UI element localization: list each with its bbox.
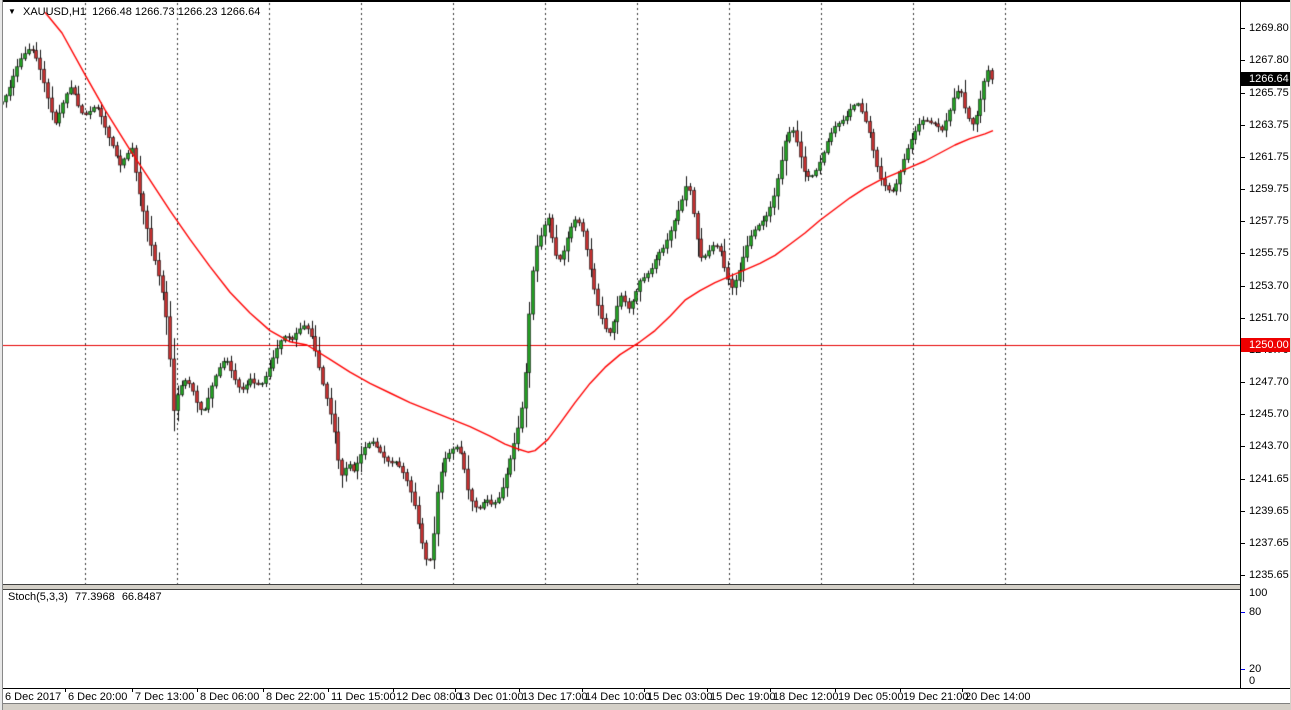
- quote-high: 1266.73: [134, 6, 175, 18]
- time-axis-tick: [962, 689, 963, 692]
- price-axis-label: 1263.75: [1249, 119, 1289, 131]
- indicator-d-value: 66.8487: [121, 591, 162, 603]
- panel-splitter[interactable]: [0, 584, 1291, 590]
- time-axis-tick: [65, 689, 66, 692]
- stoch-axis-label: 0: [1249, 675, 1256, 687]
- time-axis-tick: [393, 689, 394, 692]
- price-axis-label: 1259.75: [1249, 183, 1289, 195]
- price-axis-label: 1239.65: [1249, 505, 1289, 517]
- price-axis-label: 1255.75: [1249, 247, 1289, 259]
- time-axis-tick: [835, 689, 836, 692]
- time-axis-tick: [582, 689, 583, 692]
- time-axis-separator: [0, 688, 1291, 689]
- time-axis-label: 6 Dec 2017: [5, 691, 62, 703]
- stoch-axis-label: 100: [1249, 587, 1268, 599]
- quote-close: 1266.64: [220, 6, 261, 18]
- time-axis-label: 15 Dec 03:00: [647, 691, 713, 703]
- price-axis-label: 1245.70: [1249, 408, 1289, 420]
- price-axis-tick: [1241, 157, 1245, 158]
- stoch-axis-tick: [1241, 669, 1245, 670]
- price-axis-tick: [1241, 221, 1245, 222]
- time-axis-label: 18 Dec 12:00: [773, 691, 839, 703]
- price-axis-tick: [1241, 414, 1245, 415]
- price-axis-label: 1243.70: [1249, 440, 1289, 452]
- time-axis-label: 15 Dec 19:00: [710, 691, 776, 703]
- chart-title: ▼ XAUUSD,H1 1266.48 1266.73 1266.23 1266…: [8, 6, 260, 18]
- hline-price-badge: 1250.00: [1241, 338, 1291, 352]
- price-axis-label: 1257.75: [1249, 215, 1289, 227]
- time-axis-label: 12 Dec 08:00: [396, 691, 462, 703]
- time-axis-label: 19 Dec 05:00: [838, 691, 904, 703]
- time-axis-label: 13 Dec 17:00: [522, 691, 588, 703]
- time-axis-label: 19 Dec 21:00: [903, 691, 969, 703]
- price-axis-label: 1261.75: [1249, 151, 1289, 163]
- price-axis-tick: [1241, 253, 1245, 254]
- price-axis-tick: [1241, 318, 1245, 319]
- price-axis-tick: [1241, 479, 1245, 480]
- price-axis-label: 1269.80: [1249, 22, 1289, 34]
- window-bottom-edge: [0, 703, 1291, 710]
- time-axis-tick: [263, 689, 264, 692]
- price-axis-tick: [1241, 575, 1245, 576]
- time-axis-tick: [900, 689, 901, 692]
- window-left-border: [0, 0, 3, 710]
- price-axis-tick: [1241, 93, 1245, 94]
- time-axis-tick: [132, 689, 133, 692]
- indicator-k-value: 77.3968: [74, 591, 115, 603]
- price-chart-canvas[interactable]: [0, 0, 1240, 584]
- current-price-badge: 1266.64: [1241, 72, 1291, 86]
- price-axis-label: 1241.65: [1249, 473, 1289, 485]
- time-axis-label: 8 Dec 06:00: [200, 691, 260, 703]
- time-axis-tick: [707, 689, 708, 692]
- time-axis-tick: [644, 689, 645, 692]
- time-axis-tick: [328, 689, 329, 692]
- time-axis[interactable]: 6 Dec 2017 6 Dec 20:00 7 Dec 13:00 8 Dec 06…: [0, 689, 1291, 703]
- price-axis-label: 1253.70: [1249, 280, 1289, 292]
- symbol-label: XAUUSD,H1: [22, 6, 86, 18]
- time-axis-label: 20 Dec 14:00: [965, 691, 1031, 703]
- quote-open: 1266.48: [92, 6, 132, 18]
- time-axis-tick: [519, 689, 520, 692]
- time-axis-tick: [455, 689, 456, 692]
- symbol-dropdown-icon[interactable]: ▼: [8, 7, 16, 16]
- price-axis-label: 1267.80: [1249, 54, 1289, 66]
- time-axis-label: 8 Dec 22:00: [266, 691, 326, 703]
- time-axis-label: 6 Dec 20:00: [68, 691, 128, 703]
- price-axis-tick: [1241, 125, 1245, 126]
- time-axis-tick: [197, 689, 198, 692]
- price-axis-label: 1237.65: [1249, 537, 1289, 549]
- price-axis-tick: [1241, 60, 1245, 61]
- price-axis-tick: [1241, 511, 1245, 512]
- main-chart-panel: ▼ XAUUSD,H1 1266.48 1266.73 1266.23 1266…: [0, 0, 1240, 584]
- stoch-axis-label: 20: [1249, 663, 1262, 675]
- window-top-border: [0, 0, 1291, 2]
- price-axis-tick: [1241, 189, 1245, 190]
- price-axis-label: 1251.70: [1249, 312, 1289, 324]
- price-axis-tick: [1241, 28, 1245, 29]
- stoch-axis-tick: [1241, 612, 1245, 613]
- price-axis-tick: [1241, 446, 1245, 447]
- stoch-axis-label: 80: [1249, 606, 1262, 618]
- time-axis-label: 14 Dec 10:00: [585, 691, 651, 703]
- price-axis-tick: [1241, 382, 1245, 383]
- time-axis-label: 11 Dec 15:00: [331, 691, 396, 703]
- price-axis-label: 1235.65: [1249, 569, 1289, 581]
- stoch-panel: [0, 590, 1240, 688]
- quote-low: 1266.23: [177, 6, 218, 18]
- indicator-label: Stoch(5,3,3) 77.3968 66.8487: [8, 591, 166, 603]
- price-axis-tick: [1241, 543, 1245, 544]
- time-axis-label: 13 Dec 01:00: [458, 691, 524, 703]
- price-axis-label: 1265.75: [1249, 87, 1289, 99]
- time-axis-label: 7 Dec 13:00: [135, 691, 195, 703]
- price-axis-separator: [1240, 2, 1241, 688]
- price-axis-label: 1247.70: [1249, 376, 1289, 388]
- price-axis-tick: [1241, 286, 1245, 287]
- time-axis-tick: [770, 689, 771, 692]
- indicator-name: Stoch(5,3,3): [8, 591, 68, 603]
- price-axis[interactable]: 1269.80 1267.80 1265.75 1263.75 1261.75 1259.…: [1241, 0, 1291, 688]
